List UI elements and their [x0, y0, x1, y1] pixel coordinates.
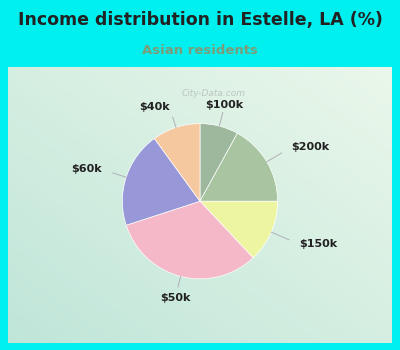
Wedge shape: [200, 124, 237, 201]
Text: $60k: $60k: [71, 164, 102, 174]
Wedge shape: [122, 139, 200, 225]
Text: City-Data.com: City-Data.com: [182, 89, 246, 98]
Text: $100k: $100k: [206, 100, 244, 110]
Wedge shape: [154, 124, 200, 201]
Text: Asian residents: Asian residents: [142, 44, 258, 57]
Wedge shape: [200, 133, 278, 201]
Text: Income distribution in Estelle, LA (%): Income distribution in Estelle, LA (%): [18, 10, 382, 28]
Text: $200k: $200k: [291, 142, 329, 153]
Text: $50k: $50k: [160, 293, 190, 303]
Wedge shape: [126, 201, 253, 279]
Wedge shape: [200, 201, 278, 258]
Text: $150k: $150k: [299, 239, 337, 249]
Text: $40k: $40k: [139, 102, 169, 112]
